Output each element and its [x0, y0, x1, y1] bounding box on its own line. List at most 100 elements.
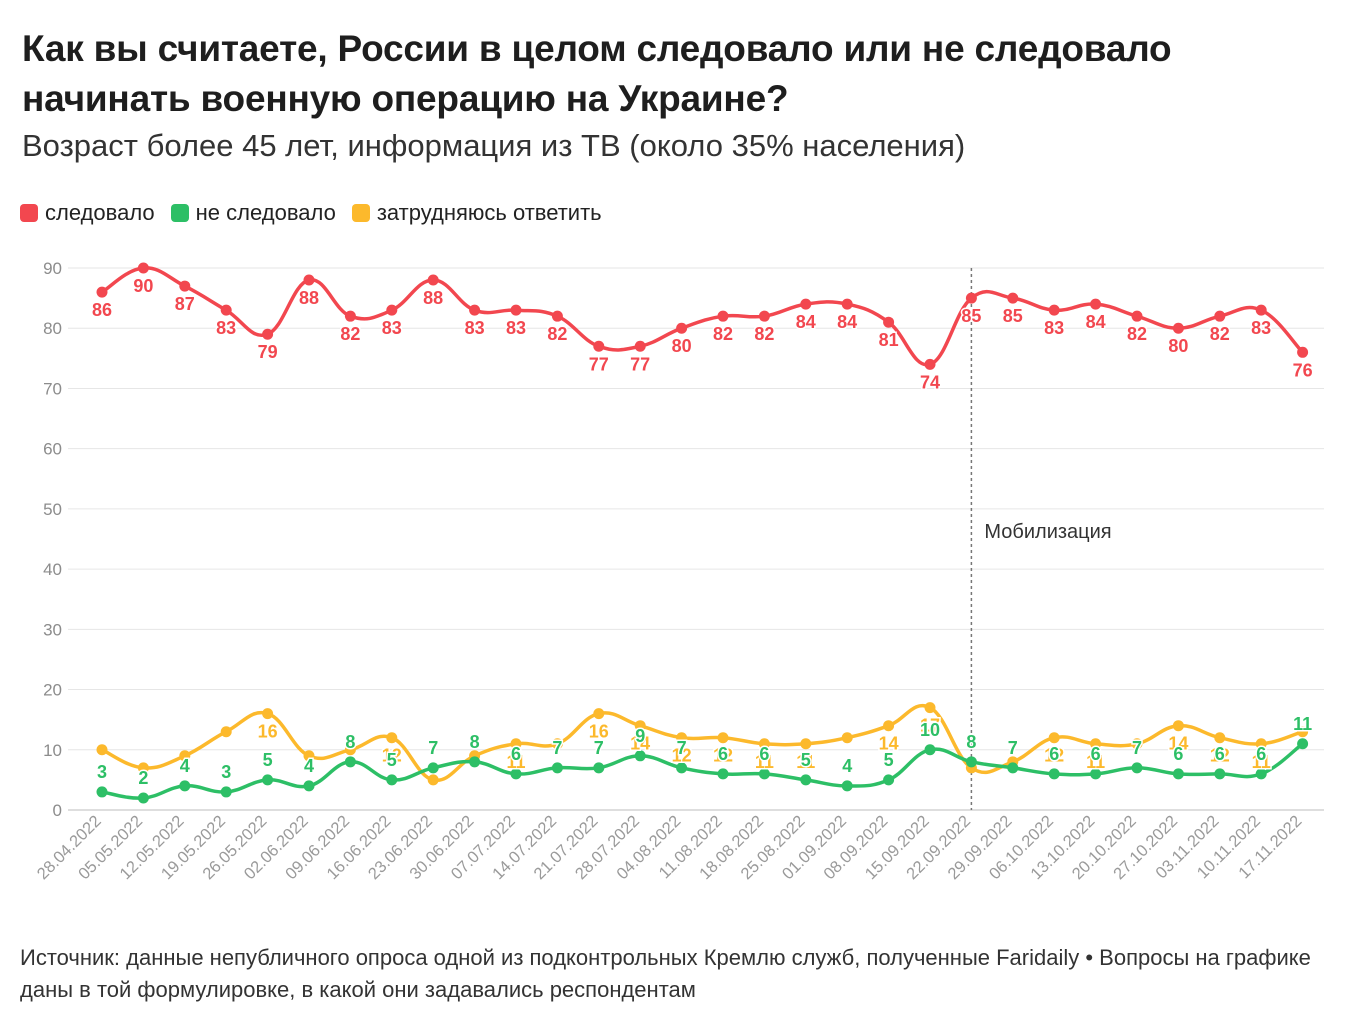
yellow-data-label-group: 16 12 11 16 14 12 12 11 11 14 17 12 11 14 12 11 [256, 714, 1272, 773]
red-data-label-group: 86 90 87 83 79 88 82 83 88 83 83 82 77 77 80 82 82 84 84 81… [90, 275, 1314, 394]
red-data-label: 83 [506, 318, 526, 338]
data-point [634, 720, 646, 732]
green-data-label: 3 [221, 762, 231, 782]
data-point [1007, 762, 1019, 774]
data-point [965, 292, 977, 304]
red-data-label: 88 [423, 288, 443, 308]
green-data-label: 6 [1049, 744, 1059, 764]
yellow-data-label: 11 [755, 752, 774, 772]
data-point [427, 762, 439, 774]
yellow-data-label: 16 [258, 722, 278, 742]
series-2 [96, 702, 1309, 786]
green-data-label: 8 [470, 732, 480, 752]
data-point [1255, 304, 1267, 316]
yellow-data-label: 12 [382, 746, 402, 766]
data-point [1255, 738, 1267, 750]
series-line [100, 266, 1305, 367]
red-data-label: 82 [1127, 324, 1147, 344]
red-data-label: 85 [1003, 306, 1023, 326]
legend-swatch-green [170, 204, 189, 222]
data-point [1090, 738, 1102, 750]
red-data-label: 76 [1293, 360, 1313, 380]
yellow-data-label: 12 [1044, 746, 1064, 766]
red-data-label: 80 [1168, 336, 1188, 356]
yellow-data-label: 16 [589, 722, 609, 742]
data-point [510, 304, 522, 316]
data-point [510, 768, 522, 780]
red-data-label: 84 [837, 312, 857, 332]
red-data-label: 83 [1251, 318, 1271, 338]
data-point [551, 762, 563, 774]
y-tick-label: 0 [53, 801, 62, 820]
series-0 [96, 262, 1309, 370]
data-point [883, 316, 895, 328]
red-data-label: 82 [1210, 324, 1230, 344]
data-point [1090, 298, 1102, 310]
data-point [965, 756, 977, 768]
green-data-label: 5 [801, 750, 811, 770]
yellow-data-label: 12 [1210, 746, 1230, 766]
data-point [634, 340, 646, 352]
yellow-data-label: 14 [879, 734, 899, 754]
data-point [1048, 768, 1060, 780]
data-point [303, 274, 315, 286]
data-point [883, 720, 895, 732]
y-tick-label: 90 [43, 259, 62, 278]
data-point [303, 750, 315, 762]
data-point [220, 786, 232, 798]
green-data-label: 4 [842, 756, 852, 776]
red-data-label: 87 [175, 294, 195, 314]
green-data-label: 7 [677, 738, 687, 758]
data-point [1172, 322, 1184, 334]
data-point [386, 732, 398, 744]
line-chart: 0 10 20 30 40 50 60 70 80 90 28.04.202205.05.20221… [34, 259, 1324, 883]
red-data-label: 82 [340, 324, 360, 344]
data-point [593, 340, 605, 352]
data-point [758, 768, 770, 780]
legend-item-yellow: затрудняюсь ответить [351, 200, 602, 226]
y-tick-label: 70 [43, 379, 62, 398]
data-point [510, 738, 522, 750]
data-point [1297, 346, 1309, 358]
data-point [1297, 726, 1309, 738]
red-data-label: 81 [879, 330, 899, 350]
yellow-data-label: 11 [796, 752, 815, 772]
legend-label-green: не следовало [195, 200, 336, 225]
data-point [262, 328, 274, 340]
green-data-label: 8 [345, 732, 355, 752]
red-data-label: 84 [796, 312, 816, 332]
series-line [100, 742, 1305, 800]
data-point [220, 304, 232, 316]
data-point [758, 310, 770, 322]
legend-label-red: следовало [45, 200, 155, 225]
data-point [593, 708, 605, 720]
green-data-label: 6 [511, 744, 521, 764]
y-tick-label: 50 [43, 500, 62, 519]
data-point [262, 708, 274, 720]
source-note: Источник: данные непубличного опроса одн… [20, 945, 1311, 1002]
data-point [386, 304, 398, 316]
data-point [924, 358, 936, 370]
green-data-label: 6 [1173, 744, 1183, 764]
yellow-data-label: 12 [713, 746, 733, 766]
green-data-label: 5 [884, 750, 894, 770]
data-point [96, 286, 108, 298]
data-point [717, 310, 729, 322]
data-point [1172, 720, 1184, 732]
legend-swatch-red [20, 204, 38, 222]
data-point [551, 738, 563, 750]
data-point [1214, 732, 1226, 744]
legend-label-yellow: затрудняюсь ответить [376, 200, 602, 225]
green-data-label: 7 [1132, 738, 1142, 758]
green-data-label: 3 [97, 762, 107, 782]
legend: следовало не следовало затрудняюсь ответ… [20, 200, 618, 226]
data-point [1214, 310, 1226, 322]
data-point [1131, 762, 1143, 774]
green-data-label: 5 [387, 750, 397, 770]
chart-subtitle: Возраст более 45 лет, информация из ТВ (… [22, 128, 966, 163]
green-data-label: 7 [594, 738, 604, 758]
data-point [1297, 738, 1309, 750]
red-data-label: 79 [258, 342, 278, 362]
data-point [137, 792, 149, 804]
data-point [344, 744, 356, 756]
